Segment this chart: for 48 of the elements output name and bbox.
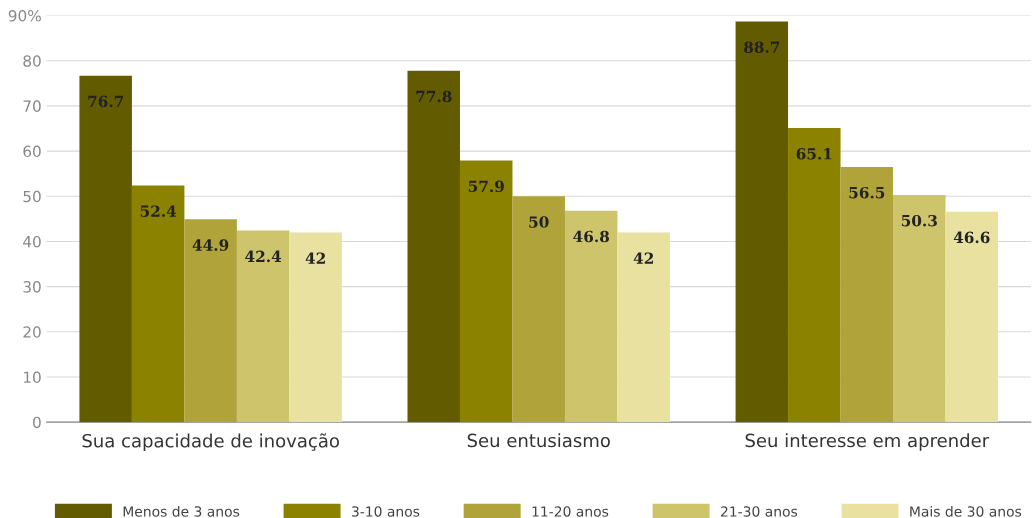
bar [788, 128, 841, 423]
data-label: 77.8 [416, 90, 452, 103]
legend-label: Menos de 3 anos [123, 505, 240, 517]
x-tick-label: Seu entusiasmo [467, 433, 610, 448]
data-label: 65.1 [796, 148, 832, 160]
bar [184, 219, 237, 423]
data-label: 42 [305, 252, 325, 264]
bar [236, 230, 290, 423]
y-tick-label: 70 [23, 100, 41, 112]
y-tick-label: 0 [33, 416, 41, 429]
bar [289, 232, 342, 423]
data-label: 44.9 [192, 239, 229, 251]
bar [131, 185, 185, 423]
bar [459, 160, 513, 423]
bar [79, 75, 132, 423]
data-label: 88.7 [743, 41, 780, 53]
data-label: 57.9 [468, 180, 504, 193]
data-label: 42.4 [245, 250, 282, 263]
data-label: 76.7 [88, 95, 124, 108]
bar [945, 211, 999, 423]
y-tick-label: 80 [23, 55, 41, 67]
y-tick-label: 60 [23, 145, 41, 158]
data-label: 46.6 [953, 231, 990, 244]
bar [564, 210, 618, 423]
legend-label: 21-30 anos [720, 506, 798, 517]
y-tick-label: 10 [24, 371, 41, 384]
bar [735, 21, 789, 423]
bar [617, 232, 670, 423]
legend-label: 11-20 anos [532, 506, 609, 517]
y-tick-label: 50 [23, 190, 41, 203]
data-label: 50 [529, 216, 549, 228]
bar [407, 70, 460, 423]
data-label: 56.5 [849, 186, 885, 199]
data-label: 52.4 [140, 205, 177, 217]
bar [893, 194, 946, 423]
y-tick-label: 90% [8, 10, 41, 22]
legend-label: Mais de 30 anos [910, 505, 1022, 517]
bar [840, 166, 894, 423]
data-label: 50.3 [901, 214, 937, 227]
y-tick-label: 40 [23, 235, 41, 248]
bar [512, 196, 565, 423]
y-tick-label: 30 [23, 281, 41, 293]
x-tick-label: Seu interesse em aprender [745, 433, 990, 451]
legend-label: 3-10 anos [352, 506, 420, 517]
data-label: 46.8 [573, 230, 609, 243]
x-tick-label: Sua capacidade de inovação [82, 433, 339, 452]
data-label: 42 [633, 252, 653, 264]
y-tick-label: 20 [23, 326, 41, 338]
